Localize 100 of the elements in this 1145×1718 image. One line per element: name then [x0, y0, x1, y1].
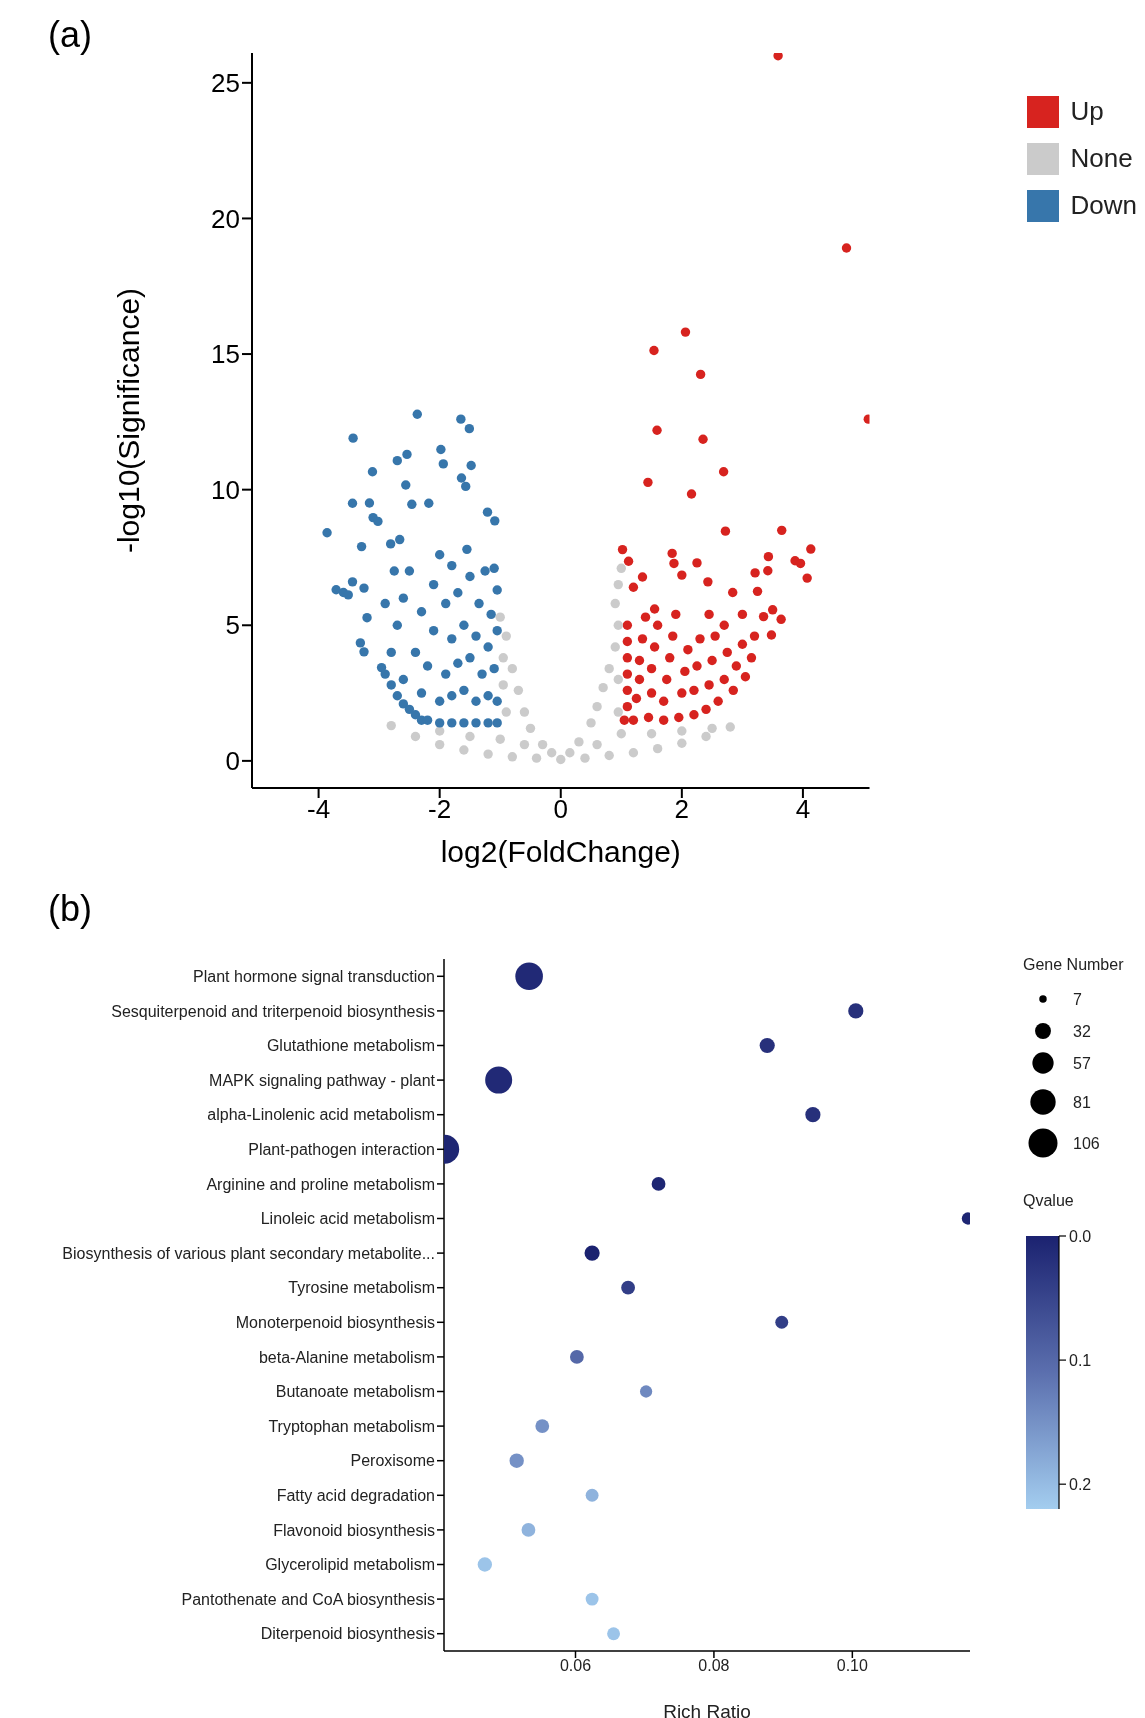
- point: [586, 718, 596, 728]
- color-bar-label: 0.0: [1069, 1228, 1092, 1245]
- point: [483, 749, 493, 759]
- x-axis-title: log2(FoldChange): [440, 835, 681, 868]
- x-tick-label: 0.10: [836, 1657, 869, 1675]
- point: [501, 631, 511, 641]
- point: [434, 739, 445, 750]
- point: [652, 743, 663, 754]
- y-tick-label: Monoterpenoid biosynthesis: [235, 1313, 435, 1331]
- y-tick-label: Pantothenate and CoA biosynthesis: [181, 1590, 435, 1608]
- x-tick-label: -2: [428, 794, 452, 825]
- legend-label: 106: [1073, 1135, 1100, 1152]
- point: [465, 731, 475, 742]
- y-tick-label: alpha-Linolenic acid metabolism: [207, 1106, 435, 1124]
- y-tick-label: Glycerolipid metabolism: [265, 1556, 435, 1574]
- y-tick-label: Butanoate metabolism: [275, 1383, 435, 1401]
- x-axis-title: Rich Ratio: [663, 1701, 751, 1718]
- y-axis-title: -log10(Significance): [111, 287, 145, 554]
- x-tick-label: 4: [795, 794, 811, 825]
- legend-label: 7: [1073, 991, 1082, 1008]
- point: [610, 642, 620, 652]
- point: [628, 748, 639, 758]
- color-bar-label: 0.2: [1069, 1476, 1092, 1494]
- point: [610, 598, 620, 609]
- legend-label: Down: [1070, 190, 1137, 221]
- x-tick-label: 0.08: [698, 1657, 730, 1675]
- point: [495, 612, 505, 622]
- point: [459, 745, 469, 755]
- point: [519, 739, 530, 750]
- y-tick-label: Peroxisome: [350, 1452, 436, 1470]
- legend-label: Up: [1070, 96, 1104, 127]
- x-tick-label: 0.06: [559, 1657, 592, 1675]
- point: [613, 674, 623, 685]
- y-tick-label: Tyrosine metabolism: [288, 1279, 435, 1297]
- point: [507, 752, 518, 762]
- color-bar-title: Qvalue: [1023, 1192, 1074, 1209]
- y-tick-label: Arginine and proline metabolism: [206, 1175, 435, 1193]
- point: [616, 729, 626, 739]
- point: [434, 726, 445, 736]
- legend-label: 32: [1073, 1023, 1091, 1040]
- point: [546, 748, 557, 758]
- y-tick-label: 15: [211, 339, 240, 370]
- point: [677, 738, 687, 748]
- y-tick-label: Fatty acid degradation: [276, 1486, 435, 1504]
- point: [604, 663, 614, 674]
- y-tick-label: beta-Alanine metabolism: [258, 1348, 435, 1366]
- y-tick-label: 20: [211, 203, 240, 234]
- point: [410, 731, 421, 742]
- y-tick-label: 10: [211, 474, 240, 505]
- point: [613, 620, 623, 630]
- y-tick-label: Sesquiterpenoid and triterpenoid biosynthesis: [111, 1002, 435, 1020]
- point: [498, 653, 508, 663]
- point: [565, 748, 575, 758]
- x-tick-label: 0: [553, 794, 568, 825]
- point: [580, 753, 590, 763]
- y-tick-label: Tryptophan metabolism: [268, 1417, 435, 1435]
- point: [498, 680, 508, 690]
- point: [598, 682, 608, 693]
- y-tick-label: Plant hormone signal transduction: [193, 967, 435, 985]
- point: [604, 750, 614, 761]
- y-tick-label: Plant-pathogen interaction: [248, 1140, 435, 1158]
- point: [386, 720, 396, 731]
- point: [677, 726, 687, 736]
- point: [556, 754, 566, 765]
- point: [592, 701, 602, 712]
- point: [613, 579, 623, 590]
- point: [519, 707, 530, 717]
- point: [495, 734, 505, 744]
- y-tick-label: 0: [225, 746, 240, 777]
- point: [701, 731, 711, 742]
- legend-label: 81: [1073, 1094, 1091, 1111]
- y-tick-label: Biosynthesis of various plant secondary metabolite...: [62, 1244, 435, 1262]
- point: [513, 685, 524, 696]
- point: [646, 729, 657, 739]
- point: [531, 753, 542, 763]
- x-tick-label: -4: [307, 794, 331, 825]
- point: [507, 663, 518, 674]
- color-bar-label: 0.1: [1069, 1352, 1092, 1370]
- point: [501, 707, 511, 717]
- y-tick-label: Diterpenoid biosynthesis: [260, 1625, 435, 1643]
- y-tick-label: MAPK signaling pathway - plant: [209, 1071, 436, 1089]
- point: [525, 723, 536, 734]
- chart-title: (a): [48, 14, 92, 56]
- point: [574, 737, 584, 747]
- point: [707, 723, 717, 734]
- point: [616, 563, 626, 574]
- legend-label: 57: [1073, 1055, 1091, 1072]
- point: [725, 722, 735, 732]
- y-tick-label: Glutathione metabolism: [266, 1037, 435, 1055]
- y-tick-label: 25: [211, 68, 240, 99]
- legend-title: Gene Number: [1023, 956, 1125, 973]
- y-tick-label: Linoleic acid metabolism: [260, 1210, 435, 1228]
- x-tick-label: 2: [674, 794, 690, 825]
- text: (b): [48, 888, 92, 930]
- legend-label: None: [1070, 143, 1133, 174]
- y-tick-label: 5: [225, 610, 240, 641]
- y-tick-label: Flavonoid biosynthesis: [273, 1521, 435, 1539]
- point: [613, 707, 623, 717]
- point: [537, 739, 548, 750]
- point: [592, 739, 602, 750]
